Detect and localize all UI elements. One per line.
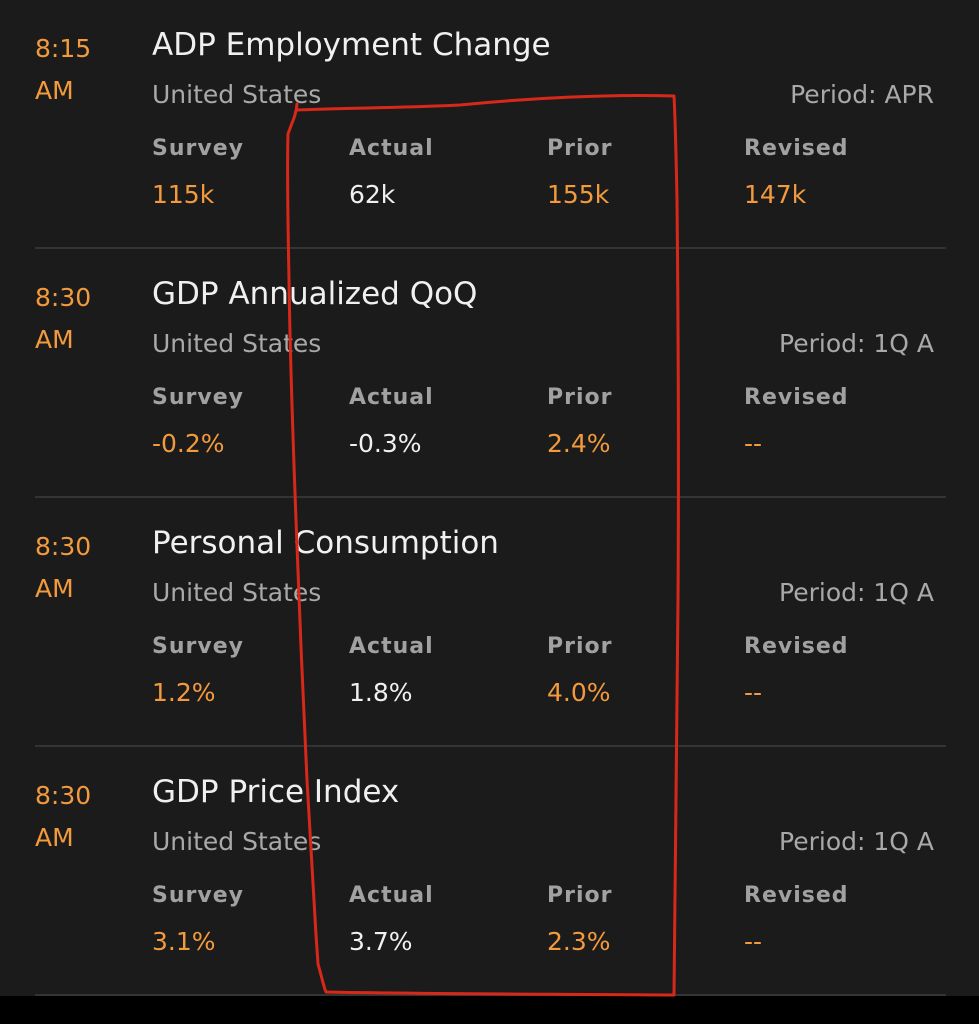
prior-value: 155k	[547, 180, 610, 209]
event-country: United States	[152, 80, 322, 109]
event-time-ampm: AM	[35, 574, 74, 603]
event-country: United States	[152, 827, 322, 856]
economic-calendar-list: 8:15 AM ADP Employment Change United Sta…	[0, 0, 979, 996]
revised-label: Revised	[744, 385, 849, 410]
event-row[interactable]: 8:30 AM GDP Price Index United States Pe…	[0, 747, 979, 996]
row-divider	[35, 994, 946, 996]
event-country: United States	[152, 329, 322, 358]
event-period: Period: APR	[790, 80, 934, 109]
event-time-hour: 8:30	[35, 283, 92, 312]
survey-label: Survey	[152, 883, 244, 908]
revised-value: 147k	[744, 180, 807, 209]
revised-label: Revised	[744, 883, 849, 908]
event-title: ADP Employment Change	[152, 27, 551, 63]
event-time-hour: 8:30	[35, 532, 92, 561]
event-time: 8:30 AM	[35, 775, 125, 859]
actual-value: 1.8%	[349, 678, 413, 707]
revised-value: --	[744, 429, 763, 458]
event-period: Period: 1Q A	[779, 329, 934, 358]
survey-value: 1.2%	[152, 678, 216, 707]
event-title: GDP Price Index	[152, 774, 400, 810]
survey-value: -0.2%	[152, 429, 225, 458]
event-time-ampm: AM	[35, 325, 74, 354]
actual-label: Actual	[349, 136, 434, 161]
prior-value: 2.3%	[547, 927, 611, 956]
event-time-ampm: AM	[35, 76, 74, 105]
event-country: United States	[152, 578, 322, 607]
prior-label: Prior	[547, 883, 613, 908]
prior-value: 4.0%	[547, 678, 611, 707]
revised-value: --	[744, 678, 763, 707]
event-title: GDP Annualized QoQ	[152, 276, 478, 312]
revised-label: Revised	[744, 136, 849, 161]
event-row[interactable]: 8:15 AM ADP Employment Change United Sta…	[0, 0, 979, 249]
actual-value: 3.7%	[349, 927, 413, 956]
prior-label: Prior	[547, 385, 613, 410]
event-time: 8:30 AM	[35, 277, 125, 361]
actual-label: Actual	[349, 385, 434, 410]
event-period: Period: 1Q A	[779, 827, 934, 856]
survey-label: Survey	[152, 385, 244, 410]
event-time-hour: 8:15	[35, 34, 92, 63]
event-time: 8:30 AM	[35, 526, 125, 610]
survey-value: 3.1%	[152, 927, 216, 956]
survey-value: 115k	[152, 180, 215, 209]
actual-value: -0.3%	[349, 429, 422, 458]
prior-label: Prior	[547, 136, 613, 161]
actual-label: Actual	[349, 883, 434, 908]
event-title: Personal Consumption	[152, 525, 499, 561]
survey-label: Survey	[152, 634, 244, 659]
event-row[interactable]: 8:30 AM Personal Consumption United Stat…	[0, 498, 979, 747]
actual-value: 62k	[349, 180, 396, 209]
revised-label: Revised	[744, 634, 849, 659]
revised-value: --	[744, 927, 763, 956]
survey-label: Survey	[152, 136, 244, 161]
event-period: Period: 1Q A	[779, 578, 934, 607]
event-time-ampm: AM	[35, 823, 74, 852]
event-time-hour: 8:30	[35, 781, 92, 810]
event-time: 8:15 AM	[35, 28, 125, 112]
prior-value: 2.4%	[547, 429, 611, 458]
event-row[interactable]: 8:30 AM GDP Annualized QoQ United States…	[0, 249, 979, 498]
prior-label: Prior	[547, 634, 613, 659]
actual-label: Actual	[349, 634, 434, 659]
